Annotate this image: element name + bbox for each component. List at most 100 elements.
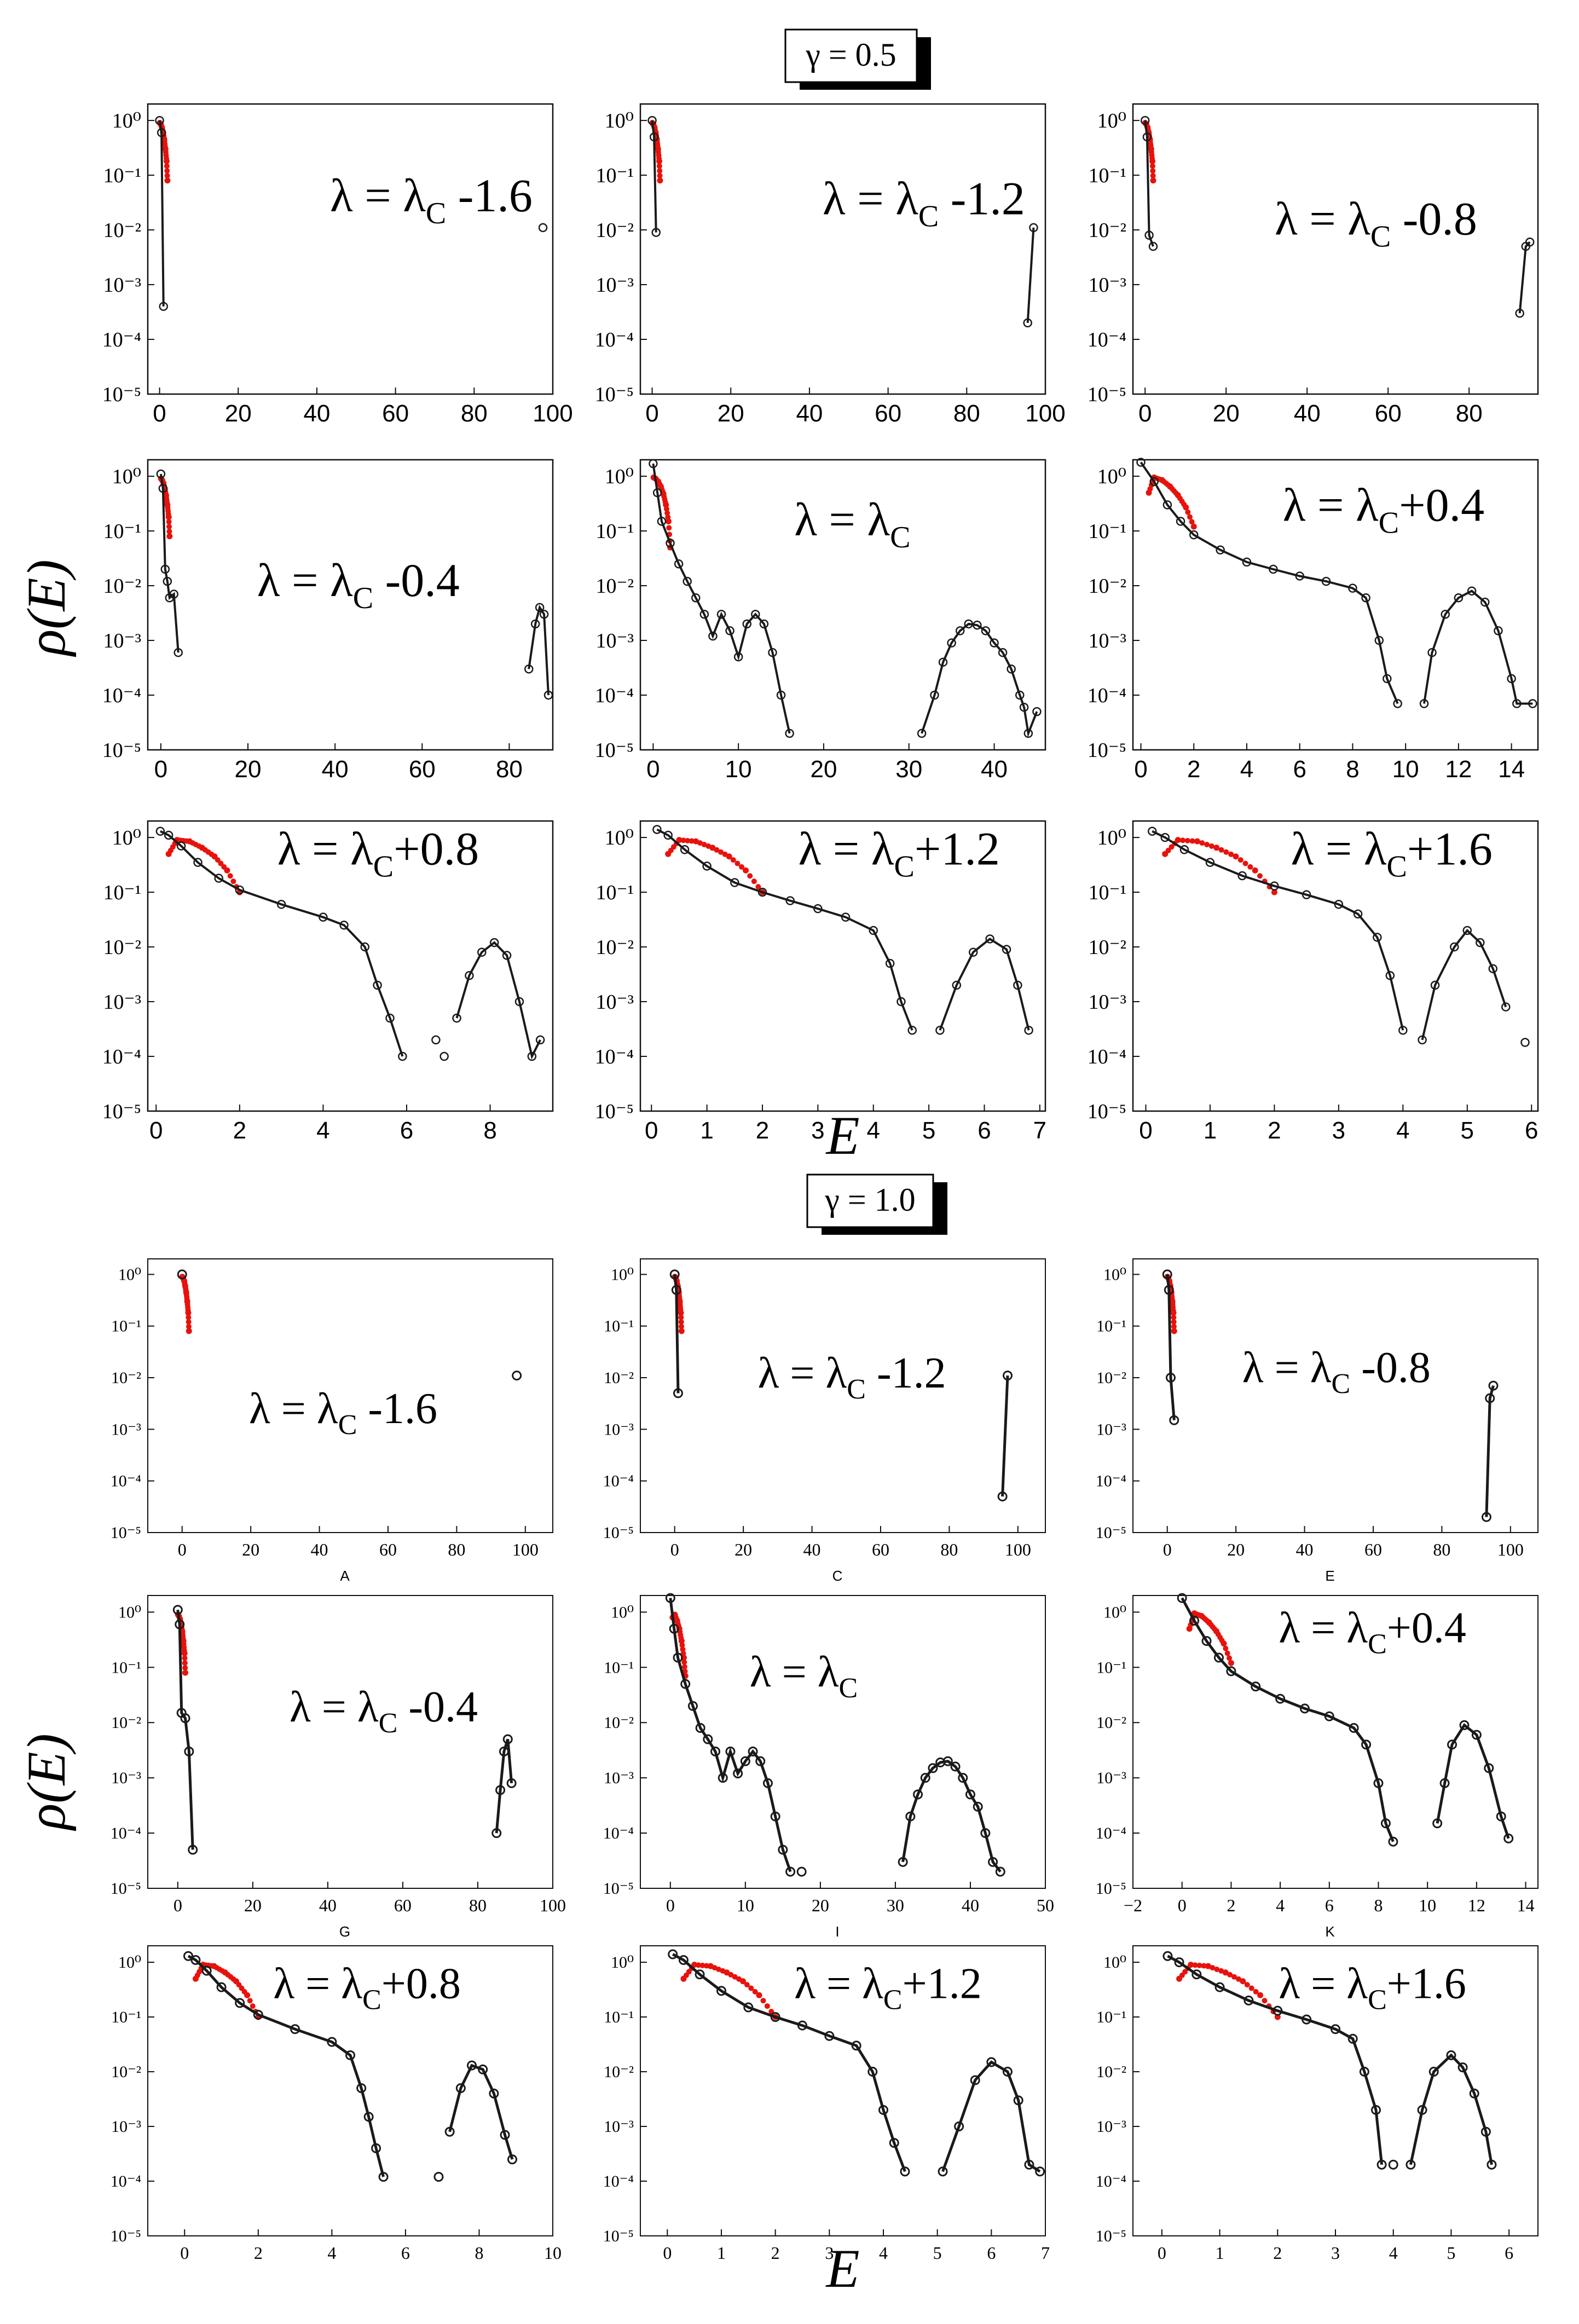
numerical-series-segment — [668, 1949, 910, 2177]
x-tick-label: 10 — [1419, 1895, 1436, 1915]
numerical-point — [1023, 318, 1032, 328]
analytic-point — [678, 1314, 684, 1320]
numerical-point — [1496, 1811, 1506, 1822]
y-tick-label: 10⁻⁴ — [603, 1824, 634, 1842]
y-tick-label: 10⁻⁵ — [102, 739, 141, 762]
lambda-annotation-main: λ = λ — [273, 1959, 362, 2008]
numerical-point — [1441, 610, 1450, 619]
numerical-point — [1023, 729, 1033, 738]
x-tick-label: 60 — [1375, 400, 1402, 427]
analytic-point — [691, 1962, 698, 1968]
numerical-point — [1349, 1723, 1359, 1733]
lambda-annotation-main: λ = λ — [1242, 1344, 1332, 1392]
numerical-point — [990, 638, 999, 648]
numerical-point — [703, 1734, 713, 1744]
y-tick-label: 10⁻⁴ — [102, 684, 141, 707]
plot-frame — [1132, 459, 1539, 751]
numerical-point — [762, 1778, 773, 1788]
numerical-point — [514, 997, 524, 1007]
numerical-point — [1373, 1778, 1384, 1788]
plot-frame — [640, 1258, 1046, 1533]
chart-panel-8: 10⁰ 10⁻¹ 10⁻² 10⁻³ 10⁻⁴ 10⁻⁵ 0 1 2 3 4 5 6 λ = λC+1.6 — [1088, 820, 1539, 1144]
numerical-line — [1166, 1274, 1176, 1420]
numerical-point — [327, 2037, 337, 2047]
numerical-point — [955, 626, 965, 635]
numerical-point — [867, 2067, 878, 2077]
numerical-point — [952, 980, 962, 990]
numerical-series-segment — [652, 825, 917, 1035]
chart-panel-11: 10⁰ 10⁻¹ 10⁻² 10⁻³ 10⁻⁴ 10⁻⁵ 0 20 40 60 80 100 λ = λ… — [1096, 1258, 1538, 1584]
x-tick-label: 3 — [811, 1117, 824, 1144]
analytic-point — [164, 168, 170, 174]
numerical-point — [1446, 2050, 1456, 2060]
numerical-point — [759, 619, 769, 629]
lambda-annotation-subscript: C — [894, 850, 915, 884]
analytic-point — [1169, 844, 1175, 850]
x-tick-label: 0 — [180, 2243, 189, 2263]
x-tick-label: 2 — [1227, 1895, 1235, 1915]
x-tick-label: 14 — [1498, 756, 1525, 783]
chart-panel-3: 10⁰ 10⁻¹ 10⁻² 10⁻³ 10⁻⁴ 10⁻⁵ 0 20 40 60 80 λ = λC -… — [102, 459, 554, 783]
numerical-point — [276, 900, 286, 909]
numerical-point — [668, 1949, 678, 1959]
numerical-point — [669, 1269, 680, 1280]
y-tick-label: 10⁻⁴ — [102, 328, 141, 351]
numerical-point — [733, 652, 743, 662]
numerical-point — [796, 1866, 807, 1877]
numerical-series-segment — [1515, 237, 1535, 318]
analytic-point — [186, 1323, 192, 1329]
y-tick-label: 10⁻² — [1096, 2063, 1126, 2081]
lambda-annotation-main: λ = λ — [823, 172, 918, 224]
y-tick-label: 10⁻³ — [111, 1769, 141, 1787]
numerical-line — [939, 937, 1030, 1031]
numerical-line — [1436, 1723, 1510, 1839]
analytic-point — [665, 518, 672, 524]
numerical-point — [695, 1723, 705, 1733]
x-tick-label: 4 — [1276, 1895, 1285, 1915]
numerical-point — [172, 1605, 183, 1615]
x-tick-label: 0 — [670, 1540, 679, 1559]
x-tick-label: 60 — [409, 756, 436, 783]
lambda-annotation: λ = λC+1.2 — [794, 1959, 982, 2015]
numerical-point — [730, 878, 739, 887]
x-tick-label: 20 — [812, 1895, 829, 1915]
lambda-annotation: λ = λC+0.4 — [1283, 478, 1484, 540]
y-tick-label: 10⁻² — [111, 1369, 141, 1387]
analytic-point — [1257, 873, 1263, 879]
x-tick-label: 8 — [483, 1117, 496, 1144]
numerical-point — [1273, 2005, 1283, 2016]
analytic-point — [164, 172, 170, 178]
lambda-annotation-offset: +1.6 — [1407, 823, 1493, 875]
numerical-point — [539, 610, 549, 619]
numerical-point — [1373, 933, 1382, 942]
analytic-point — [1149, 158, 1156, 165]
lambda-annotation: λ = λC — [750, 1648, 858, 1704]
chart-panel-7: 10⁰ 10⁻¹ 10⁻² 10⁻³ 10⁻⁴ 10⁻⁵ 0 1 2 3 4 5 6 7 λ = λC+1.… — [595, 820, 1046, 1144]
x-tick-label: 3 — [825, 2243, 834, 2263]
numerical-point — [1488, 1380, 1499, 1391]
numerical-line — [528, 604, 550, 696]
x-tick-label: 8 — [1346, 756, 1359, 783]
x-tick-label: 20 — [810, 756, 837, 783]
numerical-point — [502, 951, 512, 960]
numerical-point — [647, 115, 657, 125]
numerical-point — [502, 1734, 513, 1744]
numerical-point — [1136, 458, 1146, 467]
numerical-point — [431, 1035, 441, 1045]
analytic-point — [756, 1992, 762, 1998]
numerical-point — [657, 517, 667, 526]
y-tick-label: 10⁻⁵ — [603, 1524, 634, 1542]
chart-panel-13: 10⁰ 10⁻¹ 10⁻² 10⁻³ 10⁻⁴ 10⁻⁵ 0 10 20 30 40 50 λ = λC… — [603, 1593, 1054, 1940]
y-tick-label: 10⁻³ — [111, 2118, 141, 2136]
numerical-point — [290, 2024, 300, 2034]
numerical-series-segment — [433, 2172, 444, 2182]
numerical-point — [1471, 1730, 1482, 1740]
numerical-point — [1142, 132, 1152, 142]
analytic-point — [748, 1985, 754, 1991]
lambda-annotation: λ = λC -1.6 — [330, 169, 533, 230]
analytic-point — [679, 1642, 685, 1648]
analytic-point — [182, 1660, 188, 1666]
gamma-header-0: γ = 0.5 — [784, 28, 931, 90]
y-tick-label: 10⁻⁴ — [111, 1472, 141, 1490]
numerical-point — [995, 1866, 1005, 1877]
